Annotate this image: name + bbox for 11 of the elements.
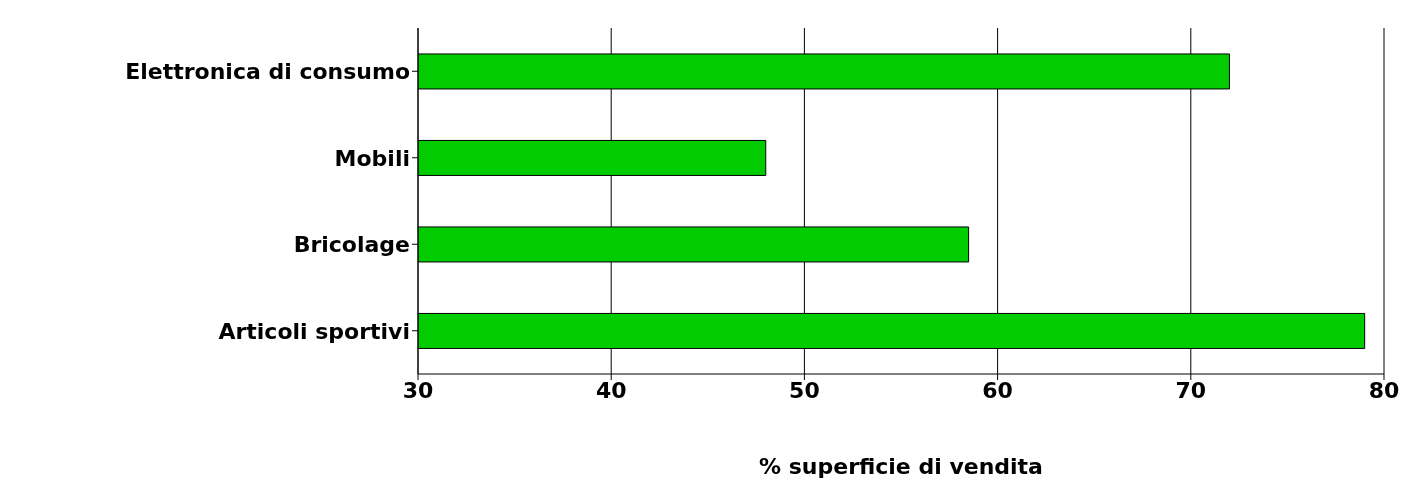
y-tick-label: Mobili [334,145,410,171]
x-tick-label: 70 [1175,377,1207,403]
y-tick-label: Elettronica di consumo [125,59,410,85]
x-tick-label: 80 [1368,377,1400,403]
x-tick-label: 40 [595,377,627,403]
y-tick-label: Articoli sportivi [218,318,410,344]
x-tick-label: 30 [402,377,434,403]
x-tick-label: 50 [789,377,820,403]
x-axis-title: % superficie di vendita [759,454,1043,479]
y-tick-label: Bricolage [293,232,410,258]
x-tick-label: 60 [982,377,1013,403]
